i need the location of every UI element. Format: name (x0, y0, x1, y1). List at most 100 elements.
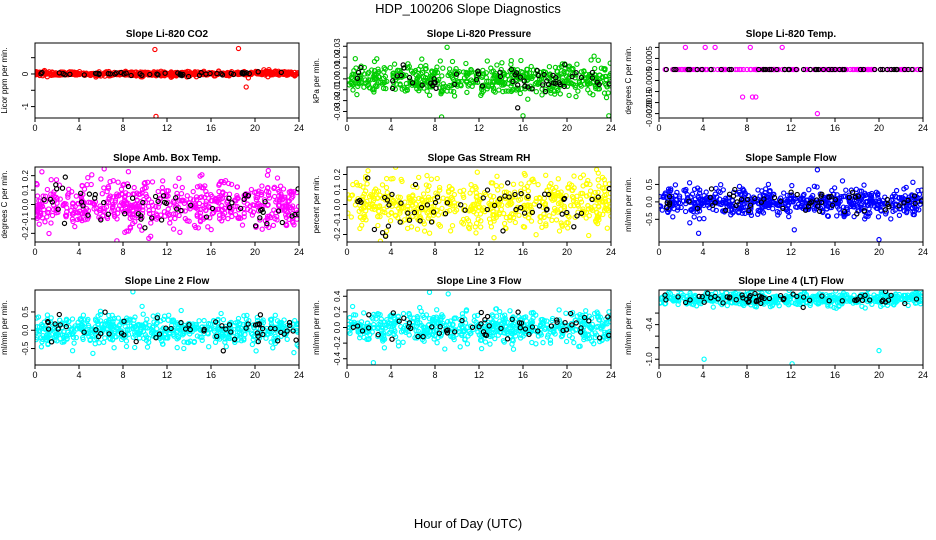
panel-3-point (184, 193, 190, 199)
panel-3-black-point (260, 209, 266, 215)
panel-7-point (459, 311, 466, 317)
panel-5-black-point (815, 203, 821, 209)
panel-7-black-point (354, 323, 361, 329)
panel-6-point (95, 321, 101, 327)
panel-4-point (371, 188, 377, 194)
panel-6-point (42, 335, 48, 341)
panel-0-black-point (230, 71, 237, 78)
panel-4-point (488, 198, 495, 204)
panel-6-point (132, 314, 138, 320)
panel-6-point (123, 343, 130, 350)
panel-4-x-tick-label: 4 (388, 247, 393, 257)
panel-7-points (347, 290, 611, 365)
panel-3-point (244, 201, 251, 207)
panel-1-point (464, 89, 470, 96)
panel-5-point (862, 190, 868, 196)
panel-7-black-point (445, 327, 451, 333)
panel-2-black-point (694, 66, 700, 73)
panel-1-point (508, 58, 514, 64)
panel-1-point (573, 93, 579, 100)
panel-4-point (384, 189, 390, 196)
panel-5-x-tick-label: 20 (874, 247, 884, 257)
panel-4-point (404, 209, 410, 215)
panel-5-point (846, 192, 852, 198)
panel-1-black-point (419, 82, 425, 88)
panel-0-point (48, 72, 55, 78)
panel-3-point (74, 216, 81, 223)
panel-1-point (371, 89, 377, 95)
panel-4-point (465, 224, 472, 230)
panel-7-black-point (529, 324, 536, 330)
panel-5-point (843, 187, 849, 193)
panel-1-black-point (521, 78, 527, 84)
panel-3-black-point (252, 223, 259, 229)
panel-5-point (765, 181, 772, 188)
panel-7-point (462, 337, 468, 343)
panel-4-point (364, 181, 370, 187)
panel-6-point (250, 336, 256, 343)
panel-4-point (501, 210, 507, 217)
panel-6-y-tick-label: -0.5 (21, 341, 30, 355)
panel-2-x-tick-label: 8 (744, 123, 749, 133)
panel-4-point (434, 175, 440, 182)
panel-1-point (423, 62, 429, 69)
panel-3-black-point (174, 206, 180, 212)
panel-1-black-point (515, 105, 521, 111)
panel-3-black-point (86, 191, 93, 197)
panel-6-black-point (201, 326, 207, 333)
panel-4-point (472, 184, 478, 190)
panel-7-x-tick-label: 16 (518, 370, 528, 380)
panel-7-point (352, 312, 359, 318)
panel-3-point (131, 184, 137, 191)
panel-3-black-point (178, 207, 184, 214)
panel-3-x-tick-label: 8 (120, 247, 125, 257)
panel-2-outlier-point (814, 110, 821, 117)
panel-6-point (293, 321, 299, 327)
panel-4-point (382, 209, 388, 216)
panel-2-outlier-point (739, 94, 746, 100)
panel-1-black-point (475, 71, 482, 77)
panel-4-point (447, 228, 454, 234)
panel-1-black-point (525, 84, 531, 90)
panel-4-point (595, 170, 601, 176)
panel-6-point (268, 317, 274, 323)
panel-3-point (72, 223, 78, 230)
panel-5-outlier-point (876, 236, 882, 242)
panel-1-point (365, 71, 371, 77)
panel-4-x-tick-label: 8 (432, 247, 437, 257)
panel-7-point (526, 323, 532, 330)
panel-3-point (97, 207, 103, 213)
panel-3-x-tick-label: 16 (206, 247, 216, 257)
panel-7-point (418, 322, 425, 329)
panel-1-point (426, 92, 433, 98)
panel-4-point (574, 202, 581, 208)
panel-6-point (270, 345, 276, 351)
panel-3-point (170, 226, 177, 232)
panel-4-point (498, 183, 505, 189)
panel-7-point (373, 316, 379, 322)
panel-8-points (659, 290, 923, 365)
panel-1-point (419, 56, 425, 62)
panel-3-black-point (142, 225, 148, 231)
panel-1-black-point (510, 78, 516, 85)
panel-3-point (115, 210, 121, 216)
panel-0-title: Slope Li-820 CO2 (126, 29, 209, 40)
panel-5-point (748, 212, 755, 218)
panel-3-point (144, 194, 150, 200)
panel-3-black-point (227, 204, 233, 211)
panel-6-point (260, 317, 266, 323)
panel-3-x-tick-label: 12 (162, 247, 172, 257)
panel-0-black-point (147, 71, 153, 78)
panel-4-point (377, 238, 384, 242)
panel-4-point (516, 197, 522, 203)
panel-2-point (676, 66, 682, 73)
panel-4-black-point (564, 209, 570, 216)
panel-6-black-point (45, 318, 51, 325)
panel-4-black-point (417, 218, 423, 224)
panel-5-point (665, 186, 672, 192)
panel-5-point (688, 207, 694, 213)
panel-4-point (585, 203, 591, 209)
panel-4-point (561, 205, 568, 211)
panel-6-point (238, 330, 244, 337)
panel-1-x-tick-label: 20 (562, 123, 572, 133)
